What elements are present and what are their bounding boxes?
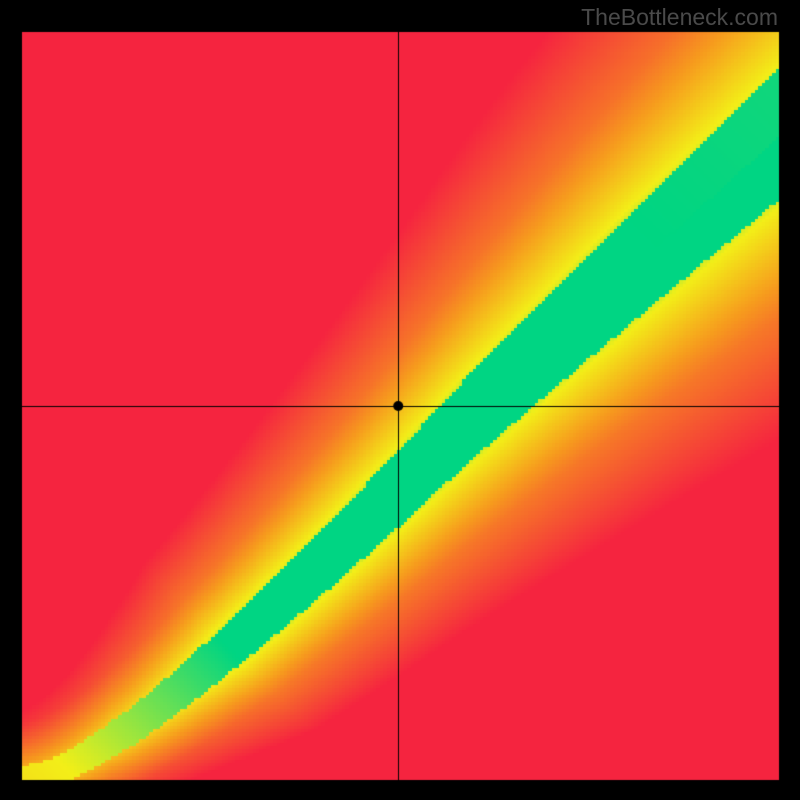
watermark-text: TheBottleneck.com — [581, 4, 778, 31]
chart-container: TheBottleneck.com — [0, 0, 800, 800]
bottleneck-heatmap — [0, 0, 800, 800]
